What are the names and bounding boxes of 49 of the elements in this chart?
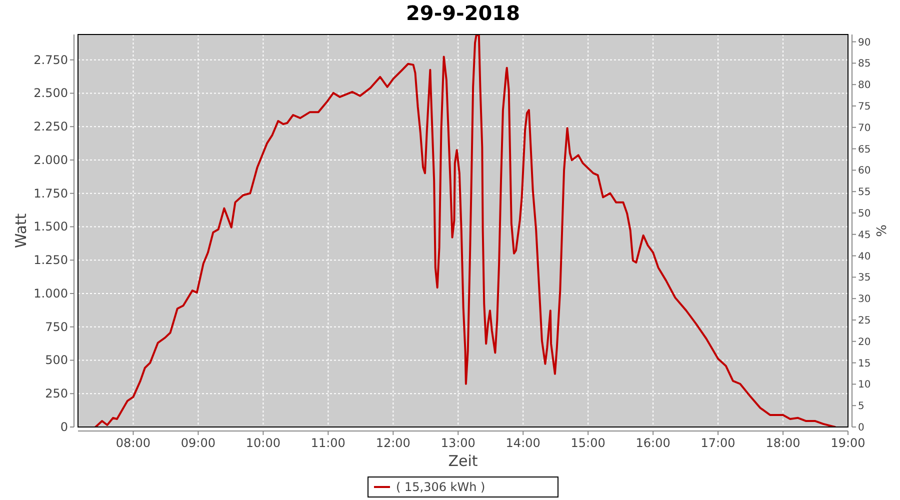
y-tick-label: 1.000 xyxy=(34,286,68,300)
x-tick-label: 10:00 xyxy=(246,436,280,450)
y-tick-label: 250 xyxy=(45,386,68,401)
x-tick-label: 19:00 xyxy=(830,436,866,450)
y-tick-label: 1.500 xyxy=(34,220,68,234)
x-tick-label: 18:00 xyxy=(766,436,800,450)
y-tick-label: 2.250 xyxy=(34,120,68,134)
y2-tick-label: 25 xyxy=(858,315,871,326)
x-tick-label: 17:00 xyxy=(700,436,736,450)
x-tick-label: 11:00 xyxy=(310,436,346,450)
y2-axis-title: % xyxy=(875,224,890,237)
y2-tick-label: 55 xyxy=(858,187,871,198)
y2-tick-label: 85 xyxy=(858,58,871,70)
y2-tick-label: 80 xyxy=(858,80,871,92)
x-tick-label: 14:00 xyxy=(506,436,540,450)
chart-title: 29-9-2018 xyxy=(406,1,520,25)
y2-tick-label: 20 xyxy=(858,336,871,348)
y2-tick-label: 10 xyxy=(858,380,871,391)
x-axis-title: Zeit xyxy=(448,452,478,470)
x-tick-label: 12:00 xyxy=(376,436,410,450)
y-tick-label: 1.750 xyxy=(34,186,68,200)
x-tick-label: 13:00 xyxy=(440,436,476,450)
y-tick-label: 500 xyxy=(45,353,68,368)
y2-tick-label: 0 xyxy=(858,422,864,434)
y2-tick-label: 45 xyxy=(858,230,871,241)
legend-label: ( 15,306 kWh ) xyxy=(396,480,486,494)
y2-tick-label: 60 xyxy=(858,166,871,177)
y2-tick-label: 15 xyxy=(858,358,871,370)
y-tick-label: 1.250 xyxy=(34,253,68,268)
y-tick-label: 750 xyxy=(45,320,68,334)
y2-tick-label: 35 xyxy=(858,272,871,284)
y-tick-label: 2.500 xyxy=(34,86,68,100)
y-tick-label: 2.750 xyxy=(34,52,68,67)
x-tick-label: 15:00 xyxy=(570,436,606,450)
x-tick-label: 09:00 xyxy=(180,436,216,450)
line-series xyxy=(94,34,836,427)
y-tick-label: 0 xyxy=(60,420,68,434)
y2-tick-label: 50 xyxy=(858,208,871,220)
y2-tick-label: 75 xyxy=(858,101,871,112)
y-axis-title: Watt xyxy=(12,213,30,248)
y2-tick-label: 65 xyxy=(858,144,871,156)
y2-tick-label: 30 xyxy=(858,294,871,306)
y2-tick-label: 5 xyxy=(858,401,864,412)
y-tick-label: 2.000 xyxy=(34,152,68,167)
y2-tick-label: 90 xyxy=(858,37,871,48)
y2-tick-label: 40 xyxy=(858,251,871,262)
x-tick-label: 16:00 xyxy=(636,436,670,450)
x-tick-label: 08:00 xyxy=(116,436,151,450)
y2-tick-label: 70 xyxy=(858,122,871,134)
